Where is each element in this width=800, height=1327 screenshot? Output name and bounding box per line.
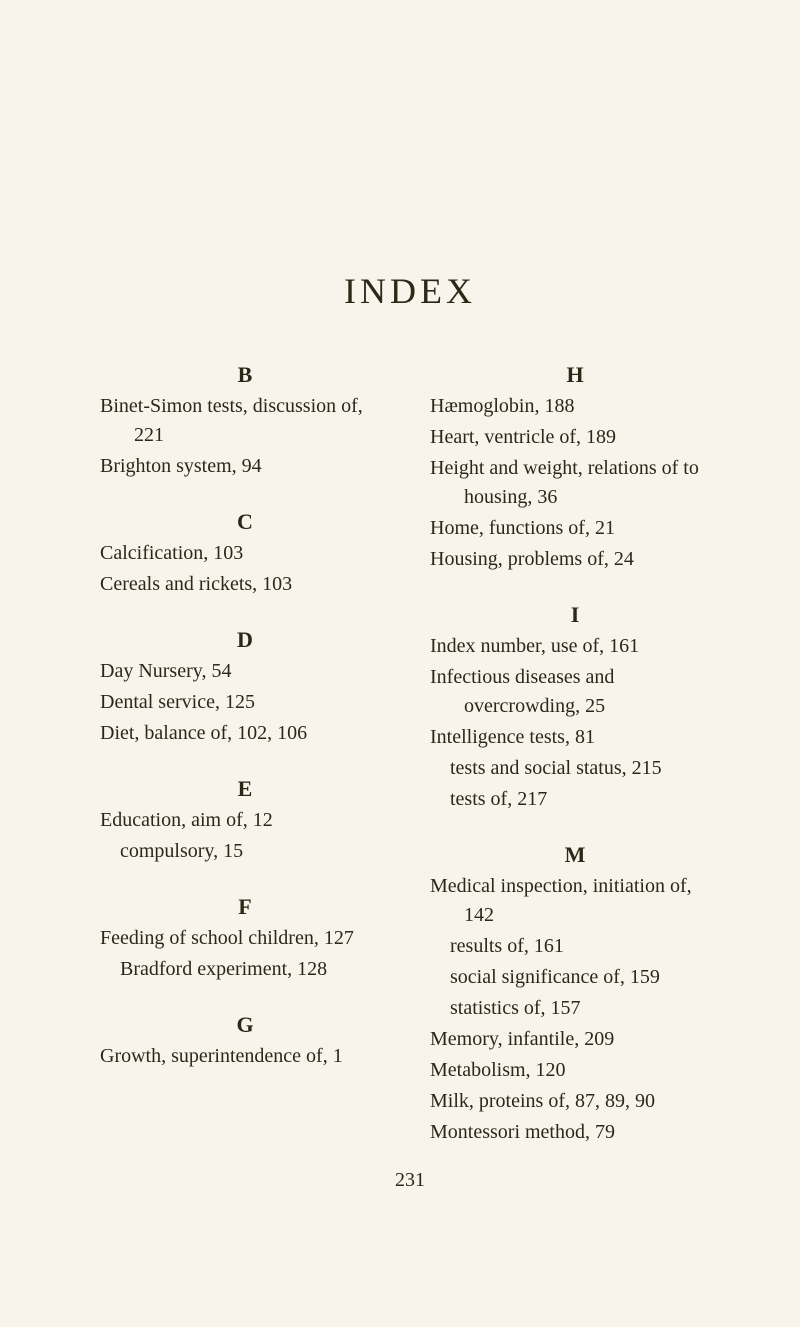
- letter-heading-g: G: [100, 1012, 390, 1038]
- index-entry: Hæmoglobin, 188: [430, 392, 720, 421]
- index-entry: Memory, infantile, 209: [430, 1025, 720, 1054]
- index-entry: Infectious diseases and overcrowding, 25: [430, 663, 720, 721]
- letter-heading-m: M: [430, 842, 720, 868]
- index-columns: B Binet-Simon tests, discussion of, 221 …: [100, 362, 720, 1149]
- page-number: 231: [100, 1169, 720, 1192]
- index-entry: Dental service, 125: [100, 688, 390, 717]
- index-sub-entry: Bradford experiment, 128: [100, 955, 390, 984]
- index-entry: Intelligence tests, 81: [430, 723, 720, 752]
- page-title: INDEX: [100, 270, 720, 312]
- index-sub-entry: social significance of, 159: [430, 963, 720, 992]
- index-sub-entry: compulsory, 15: [100, 837, 390, 866]
- index-entry: Medical inspection, initiation of, 142: [430, 872, 720, 930]
- index-entry: Day Nursery, 54: [100, 657, 390, 686]
- index-entry: Calcification, 103: [100, 539, 390, 568]
- index-sub-entry: statistics of, 157: [430, 994, 720, 1023]
- letter-heading-i: I: [430, 602, 720, 628]
- index-entry: Heart, ventricle of, 189: [430, 423, 720, 452]
- right-column: H Hæmoglobin, 188 Heart, ventricle of, 1…: [430, 362, 720, 1149]
- letter-heading-h: H: [430, 362, 720, 388]
- letter-heading-f: F: [100, 894, 390, 920]
- letter-heading-b: B: [100, 362, 390, 388]
- index-sub-entry: tests of, 217: [430, 785, 720, 814]
- index-entry: Growth, superintendence of, 1: [100, 1042, 390, 1071]
- left-column: B Binet-Simon tests, discussion of, 221 …: [100, 362, 390, 1149]
- letter-heading-c: C: [100, 509, 390, 535]
- index-entry: Montessori method, 79: [430, 1118, 720, 1147]
- index-sub-entry: results of, 161: [430, 932, 720, 961]
- index-entry: Metabolism, 120: [430, 1056, 720, 1085]
- index-sub-entry: tests and social status, 215: [430, 754, 720, 783]
- index-entry: Height and weight, relations of to housi…: [430, 454, 720, 512]
- index-entry: Feeding of school children, 127: [100, 924, 390, 953]
- index-entry: Home, functions of, 21: [430, 514, 720, 543]
- index-entry: Milk, proteins of, 87, 89, 90: [430, 1087, 720, 1116]
- index-entry: Diet, balance of, 102, 106: [100, 719, 390, 748]
- letter-heading-e: E: [100, 776, 390, 802]
- index-entry: Education, aim of, 12: [100, 806, 390, 835]
- index-entry: Brighton system, 94: [100, 452, 390, 481]
- letter-heading-d: D: [100, 627, 390, 653]
- index-entry: Housing, problems of, 24: [430, 545, 720, 574]
- index-entry: Cereals and rickets, 103: [100, 570, 390, 599]
- index-entry: Index number, use of, 161: [430, 632, 720, 661]
- index-entry: Binet-Simon tests, discussion of, 221: [100, 392, 390, 450]
